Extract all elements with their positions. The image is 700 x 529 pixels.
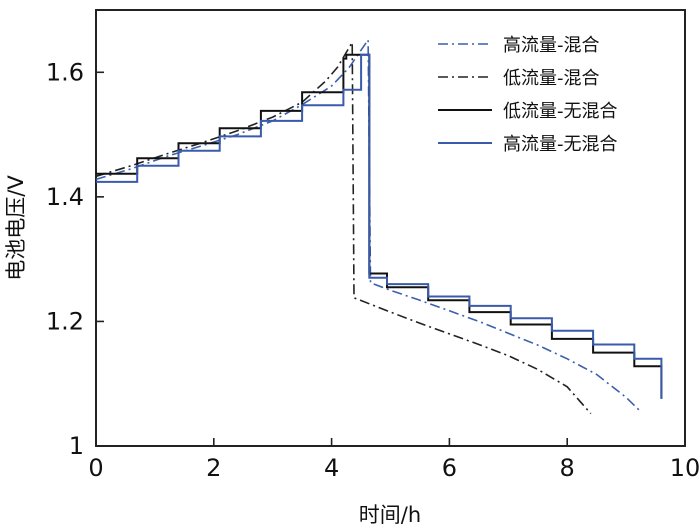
legend-label-3: 高流量-无混合: [503, 134, 618, 155]
series-line-3: [96, 53, 663, 399]
legend-label-1: 低流量-混合: [503, 68, 600, 89]
x-tick-label-4: 8: [560, 454, 575, 482]
y-axis-title: 电池电压/V: [4, 175, 28, 281]
legend: 高流量-混合 低流量-混合 低流量-无混合 高流量-无混合: [438, 35, 618, 155]
y-tick-label-1: 1.2: [46, 307, 84, 335]
legend-label-0: 高流量-混合: [503, 35, 600, 56]
series-line-0: [95, 37, 642, 413]
x-tick-label-3: 6: [442, 454, 457, 482]
x-tick-label-0: 0: [88, 454, 103, 482]
y-tick-label-3: 1.6: [46, 58, 84, 86]
ticks-layer: 0 2 4 6 8 10 1 1.2 1.4 1.6: [46, 58, 700, 482]
x-tick-label-1: 2: [206, 454, 221, 482]
series-layer: [95, 37, 663, 415]
y-tick-label-2: 1.4: [46, 183, 84, 211]
x-axis-title: 时间/h: [359, 503, 421, 527]
x-tick-label-5: 10: [670, 454, 700, 482]
plot-frame: [95, 9, 686, 447]
y-tick-label-0: 1: [69, 432, 84, 460]
legend-label-2: 低流量-无混合: [503, 101, 618, 122]
x-tick-label-2: 4: [324, 454, 339, 482]
